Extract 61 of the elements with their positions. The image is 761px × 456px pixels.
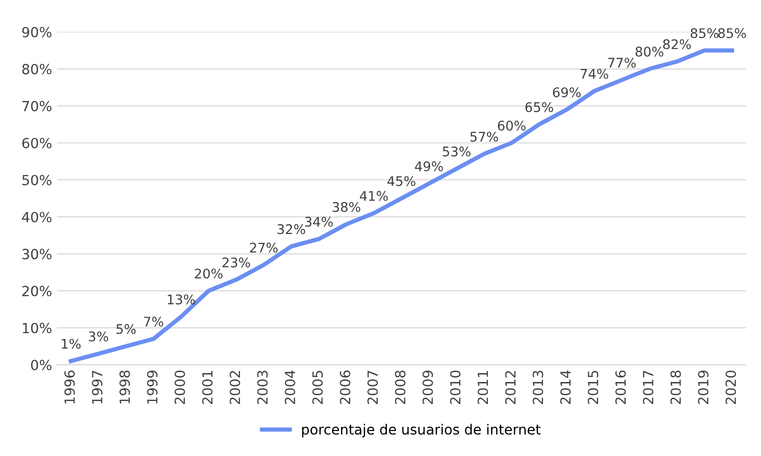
data-label: 20% xyxy=(194,268,223,279)
x-tick-label: 2009 xyxy=(422,370,434,404)
x-tick-label: 2010 xyxy=(450,370,461,404)
x-tick-label: 2016 xyxy=(615,370,626,404)
data-label: 38% xyxy=(332,202,360,212)
data-label: 49% xyxy=(414,161,443,172)
data-label: 23% xyxy=(222,257,250,268)
data-label: 82% xyxy=(663,39,691,50)
data-label: 77% xyxy=(608,58,636,68)
x-tick-label: 2003 xyxy=(257,370,268,404)
x-tick-label: 1998 xyxy=(119,370,130,404)
data-label: 65% xyxy=(525,102,554,112)
x-tick-label: 1997 xyxy=(92,370,102,404)
x-tick-label: 2014 xyxy=(560,370,571,404)
x-tick-label: 2002 xyxy=(230,371,240,404)
y-tick-label: 30% xyxy=(22,248,52,260)
x-tick-label: 2020 xyxy=(726,370,736,404)
data-label: 34% xyxy=(305,216,333,227)
data-label: 57% xyxy=(470,132,498,142)
legend-label: porcentaje de usuarios de internet xyxy=(302,424,541,438)
y-tick-label: 60% xyxy=(22,138,52,148)
data-label: 74% xyxy=(580,68,608,79)
y-tick-label: 0% xyxy=(31,360,52,370)
data-label: 7% xyxy=(144,316,164,327)
data-label: 80% xyxy=(636,46,664,57)
y-tick-label: 20% xyxy=(22,286,52,296)
x-tick-label: 2005 xyxy=(312,370,323,404)
data-label: 27% xyxy=(250,242,278,253)
x-tick-label: 2001 xyxy=(202,370,213,404)
y-tick-label: 10% xyxy=(22,322,52,334)
x-tick-label: 2019 xyxy=(698,370,708,404)
data-label: 3% xyxy=(88,331,108,342)
data-label: 53% xyxy=(442,146,470,156)
data-label: 13% xyxy=(168,294,195,304)
x-tick-label: 2000 xyxy=(174,370,186,404)
x-tick-label: 1996 xyxy=(64,370,75,404)
x-tick-label: 2004 xyxy=(284,370,296,404)
y-tick-label: 50% xyxy=(22,174,52,186)
x-tick-label: 2017 xyxy=(642,370,654,404)
x-tick-label: 2008 xyxy=(394,370,406,404)
data-label: 5% xyxy=(116,324,136,334)
x-tick-label: 2007 xyxy=(367,370,378,404)
data-label: 1% xyxy=(62,338,81,349)
y-tick-label: 70% xyxy=(22,100,52,112)
y-tick-label: 80% xyxy=(22,64,52,74)
y-tick-label: 90% xyxy=(22,26,52,38)
data-label: 85% xyxy=(718,28,746,38)
data-label: 32% xyxy=(278,224,306,234)
x-tick-label: 2006 xyxy=(340,370,350,404)
data-label: 69% xyxy=(552,87,581,98)
data-label: 41% xyxy=(360,190,388,201)
x-tick-label: 2013 xyxy=(532,370,544,404)
x-tick-label: 2018 xyxy=(670,370,681,404)
data-label: 45% xyxy=(387,176,416,186)
y-tick-label: 40% xyxy=(22,212,52,222)
x-tick-label: 2015 xyxy=(588,370,598,404)
data-label: 60% xyxy=(498,120,526,131)
x-tick-label: 1999 xyxy=(147,370,158,404)
x-tick-label: 2012 xyxy=(505,371,516,404)
data-label: 85% xyxy=(690,28,718,38)
x-tick-label: 2011 xyxy=(478,370,488,404)
